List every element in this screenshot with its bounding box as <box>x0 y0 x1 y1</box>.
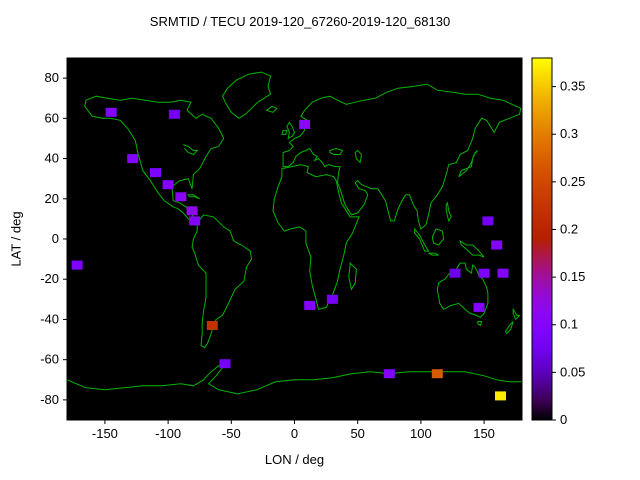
x-tick-label: 50 <box>350 426 364 441</box>
data-cell <box>482 216 494 226</box>
chart-title: SRMTID / TECU 2019-120_67260-2019-120_68… <box>149 14 451 29</box>
coastline-new-zealand-south <box>505 321 514 335</box>
y-tick-label: 0 <box>52 231 59 246</box>
coastline-iceland <box>265 105 278 113</box>
coastline-cuba <box>187 194 200 200</box>
plot-area <box>67 58 522 420</box>
coastline-antarctica <box>67 365 522 395</box>
coastline-new-zealand-north <box>512 307 521 321</box>
coastline-sumatra <box>414 227 430 252</box>
coastline-java <box>428 252 439 256</box>
data-cell <box>449 268 461 278</box>
data-cell <box>175 192 187 202</box>
data-cell <box>150 168 161 178</box>
colorbar-tick-label: 0.1 <box>560 317 578 332</box>
data-cell <box>478 268 490 278</box>
coastline-australia <box>436 262 489 319</box>
coastline-caspian-sea <box>354 149 363 164</box>
coastline-philippines <box>445 201 452 223</box>
coastline-borneo <box>431 228 445 246</box>
coastline-japan <box>458 150 479 178</box>
coastline-black-sea <box>329 147 344 155</box>
x-tick-label: 100 <box>410 426 432 441</box>
y-tick-label: -80 <box>40 392 59 407</box>
x-axis-label: LON / deg <box>264 452 325 467</box>
colorbar-tick-label: 0.15 <box>560 269 585 284</box>
data-cell <box>495 391 506 401</box>
data-cell <box>162 180 174 190</box>
y-tick-label: 20 <box>45 191 59 206</box>
coastline-madagascar <box>348 261 357 291</box>
data-cell <box>189 216 201 226</box>
y-tick-label: 60 <box>45 110 59 125</box>
colorbar-tick-label: 0.2 <box>560 221 578 236</box>
colorbar-tick-label: 0.05 <box>560 364 585 379</box>
coastline-great-britain <box>286 121 296 140</box>
coastline-eurasia <box>282 83 522 230</box>
x-tick-label: -100 <box>155 426 181 441</box>
coastline-north-america <box>84 95 225 222</box>
data-cell <box>326 294 338 304</box>
coastline-great-lakes <box>183 144 199 156</box>
colorbar-tick-label: 0 <box>560 412 567 427</box>
coastline-new-guinea <box>459 239 485 258</box>
colorbar-tick-label: 0.25 <box>560 174 585 189</box>
y-tick-label: 80 <box>45 70 59 85</box>
data-cell <box>383 369 395 379</box>
coastline-ireland <box>281 129 288 135</box>
data-cell <box>473 302 485 312</box>
colorbar <box>532 58 552 420</box>
data-cell <box>497 268 509 278</box>
data-cell <box>206 321 218 330</box>
x-tick-label: -150 <box>92 426 118 441</box>
coastline-tasmania <box>477 321 483 327</box>
data-cell <box>105 107 117 117</box>
data-cell <box>491 240 503 250</box>
data-cell <box>304 300 316 310</box>
y-tick-label: 40 <box>45 151 59 166</box>
x-tick-label: -50 <box>222 426 241 441</box>
colorbar-tick-label: 0.35 <box>560 79 585 94</box>
data-cell <box>299 119 311 129</box>
x-tick-label: 150 <box>473 426 495 441</box>
colorbar-border <box>531 57 553 421</box>
data-cell <box>127 154 139 164</box>
y-tick-label: -60 <box>40 352 59 367</box>
data-cell <box>186 206 198 216</box>
data-cell <box>431 369 443 379</box>
data-cell <box>168 109 180 119</box>
coastline-africa <box>272 164 360 311</box>
data-cell <box>219 359 231 369</box>
coastline-south-america <box>191 214 253 349</box>
colorbar-tick-label: 0.3 <box>560 126 578 141</box>
y-tick-label: -40 <box>40 311 59 326</box>
data-cell <box>71 260 83 270</box>
x-tick-label: 0 <box>291 426 298 441</box>
y-tick-label: -20 <box>40 271 59 286</box>
coastline-greenland <box>221 71 272 119</box>
